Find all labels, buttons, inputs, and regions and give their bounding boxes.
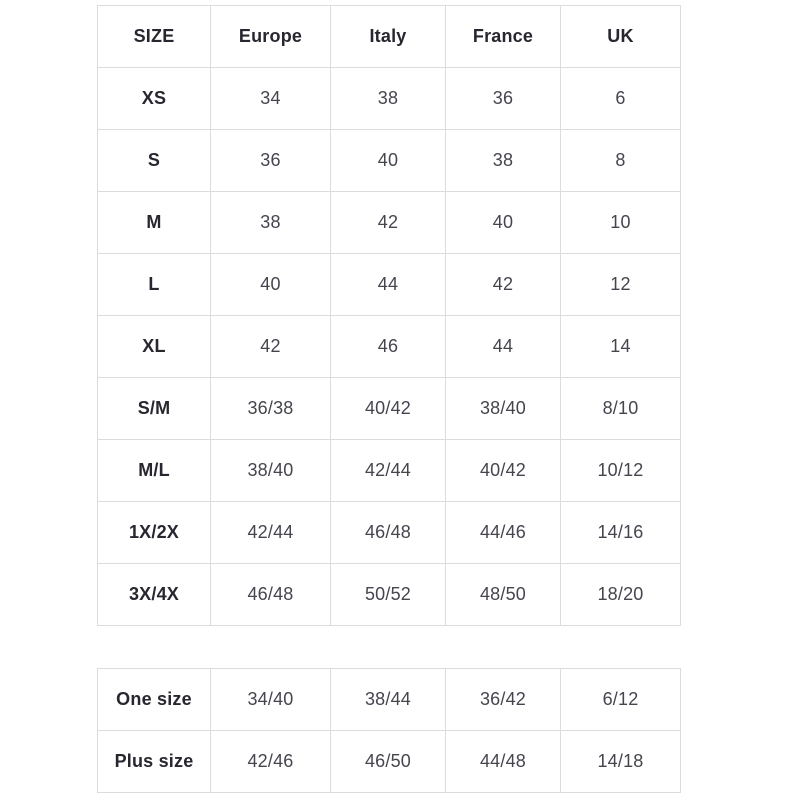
row-label-cell: M/L: [97, 439, 211, 502]
row-label-cell: 3X/4X: [97, 563, 211, 626]
table-row: S/M 36/38 40/42 38/40 8/10: [97, 377, 681, 440]
table-row: S 36 40 38 8: [97, 129, 681, 192]
special-size-table-body: One size 34/40 38/44 36/42 6/12 Plus size 42/4…: [97, 668, 681, 793]
column-header-uk: UK: [560, 5, 681, 68]
size-value-cell: 46/48: [330, 501, 446, 564]
size-value-cell: 10/12: [560, 439, 681, 502]
size-value-cell: 44/46: [445, 501, 561, 564]
row-label-cell: 1X/2X: [97, 501, 211, 564]
table-row: M 38 42 40 10: [97, 191, 681, 254]
table-row: One size 34/40 38/44 36/42 6/12: [97, 668, 681, 731]
row-label-cell: S: [97, 129, 211, 192]
size-value-cell: 38/40: [210, 439, 331, 502]
size-value-cell: 36: [445, 67, 561, 130]
size-value-cell: 12: [560, 253, 681, 316]
size-value-cell: 40: [330, 129, 446, 192]
row-label-cell: L: [97, 253, 211, 316]
size-value-cell: 36/38: [210, 377, 331, 440]
size-value-cell: 38: [445, 129, 561, 192]
column-header-europe: Europe: [210, 5, 331, 68]
table-row: Plus size 42/46 46/50 44/48 14/18: [97, 730, 681, 793]
size-value-cell: 6/12: [560, 668, 681, 731]
size-value-cell: 14/18: [560, 730, 681, 793]
table-row: M/L 38/40 42/44 40/42 10/12: [97, 439, 681, 502]
size-value-cell: 40/42: [330, 377, 446, 440]
row-label-cell: S/M: [97, 377, 211, 440]
size-value-cell: 34/40: [210, 668, 331, 731]
size-value-cell: 44/48: [445, 730, 561, 793]
size-value-cell: 38: [210, 191, 331, 254]
size-value-cell: 48/50: [445, 563, 561, 626]
row-label-cell: Plus size: [97, 730, 211, 793]
table-row: XL 42 46 44 14: [97, 315, 681, 378]
size-conversion-table: SIZE Europe Italy France UK XS 34 38 36 6 S 36 40 38…: [97, 5, 681, 626]
row-label-cell: M: [97, 191, 211, 254]
row-label-cell: XS: [97, 67, 211, 130]
size-value-cell: 38/44: [330, 668, 446, 731]
column-header-france: France: [445, 5, 561, 68]
size-value-cell: 46/48: [210, 563, 331, 626]
table-row: 3X/4X 46/48 50/52 48/50 18/20: [97, 563, 681, 626]
size-value-cell: 38: [330, 67, 446, 130]
size-value-cell: 10: [560, 191, 681, 254]
size-value-cell: 40: [210, 253, 331, 316]
size-value-cell: 8: [560, 129, 681, 192]
size-table-body: XS 34 38 36 6 S 36 40 38 8 M 38 42 40 10 L 40 44 42 12 XL 42 4…: [97, 67, 681, 626]
table-row: L 40 44 42 12: [97, 253, 681, 316]
row-label-cell: XL: [97, 315, 211, 378]
size-value-cell: 42/46: [210, 730, 331, 793]
column-header-size: SIZE: [97, 5, 211, 68]
table-row: 1X/2X 42/44 46/48 44/46 14/16: [97, 501, 681, 564]
size-value-cell: 14/16: [560, 501, 681, 564]
size-value-cell: 42: [210, 315, 331, 378]
size-value-cell: 18/20: [560, 563, 681, 626]
size-value-cell: 38/40: [445, 377, 561, 440]
header-row: SIZE Europe Italy France UK: [97, 5, 681, 68]
size-value-cell: 36: [210, 129, 331, 192]
size-value-cell: 40: [445, 191, 561, 254]
size-value-cell: 6: [560, 67, 681, 130]
size-value-cell: 50/52: [330, 563, 446, 626]
size-value-cell: 46: [330, 315, 446, 378]
size-value-cell: 46/50: [330, 730, 446, 793]
size-table-header: SIZE Europe Italy France UK: [97, 5, 681, 68]
size-value-cell: 42/44: [210, 501, 331, 564]
column-header-italy: Italy: [330, 5, 446, 68]
size-value-cell: 44: [445, 315, 561, 378]
size-value-cell: 42: [330, 191, 446, 254]
table-row: XS 34 38 36 6: [97, 67, 681, 130]
size-value-cell: 8/10: [560, 377, 681, 440]
size-value-cell: 34: [210, 67, 331, 130]
special-size-table: One size 34/40 38/44 36/42 6/12 Plus size 42/4…: [97, 668, 681, 793]
row-label-cell: One size: [97, 668, 211, 731]
size-value-cell: 42: [445, 253, 561, 316]
size-value-cell: 40/42: [445, 439, 561, 502]
size-value-cell: 14: [560, 315, 681, 378]
size-value-cell: 42/44: [330, 439, 446, 502]
size-value-cell: 44: [330, 253, 446, 316]
size-value-cell: 36/42: [445, 668, 561, 731]
